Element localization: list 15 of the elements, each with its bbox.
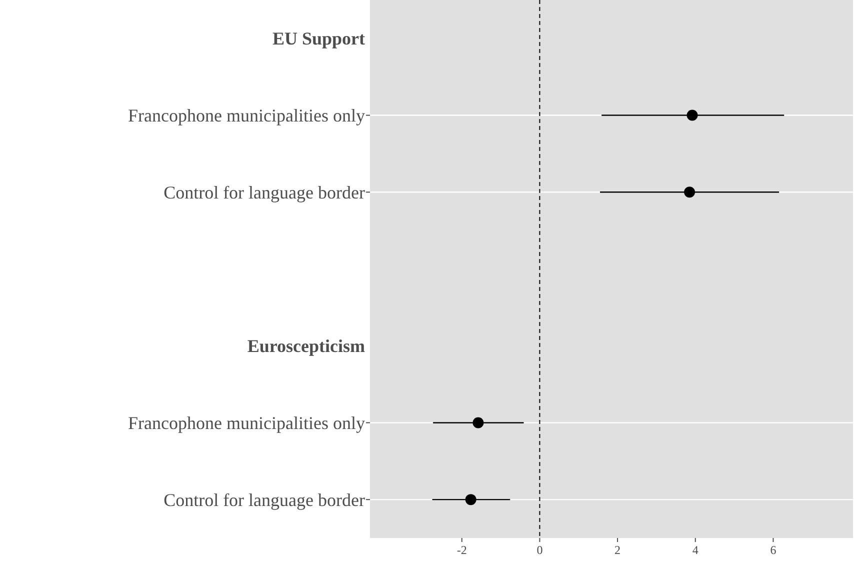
y-tick-label: Control for language border [164,182,366,202]
y-tick-label: Euroscepticism [247,336,365,356]
point [686,110,698,121]
x-tick-label: -2 [456,543,467,557]
y-tick-label: Francophone municipalities only [128,413,365,434]
x-tick-label: 6 [770,543,776,557]
point [465,494,476,506]
x-tick-label: 4 [692,543,698,557]
y-tick-label: EU Support [272,28,366,49]
x-tick-label: 2 [614,543,621,557]
point [684,186,696,198]
y-tick-label: Control for language border [164,490,366,510]
point [472,417,484,428]
x-tick-label: 0 [536,543,543,557]
y-tick-label: Francophone municipalities only [128,106,365,126]
